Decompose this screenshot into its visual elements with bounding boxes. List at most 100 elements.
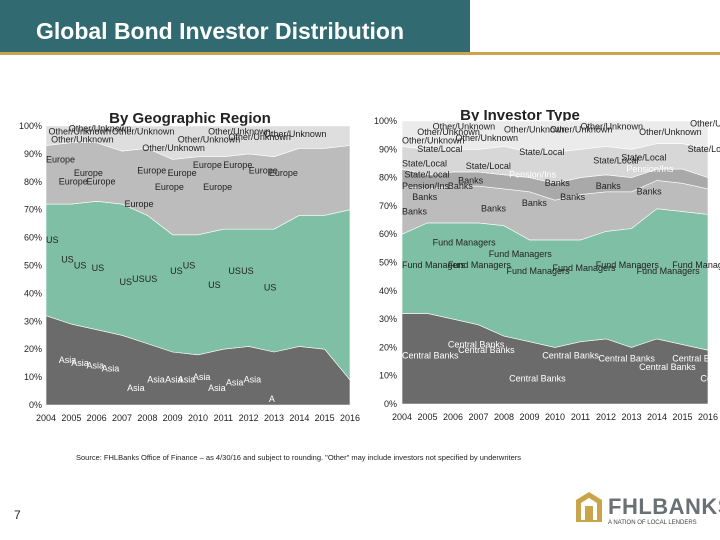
series-label-fund-managers: Fund Managers	[507, 266, 571, 276]
series-label-fund-managers: Fund Managers	[596, 260, 660, 270]
y-tick-label: 90%	[24, 149, 42, 159]
x-tick-label: 2008	[494, 412, 514, 422]
series-label-central-banks: Central Banks	[639, 362, 696, 372]
series-label-europe: Europe	[249, 165, 278, 175]
series-label-us: US	[241, 266, 254, 276]
series-label-other-unknown: Other/Unknown	[417, 127, 480, 137]
series-label-us: US	[264, 283, 277, 293]
series-label-us: US	[132, 274, 145, 284]
page-title: Global Bond Investor Distribution	[36, 18, 404, 44]
y-tick-label: 100%	[374, 116, 397, 126]
x-tick-label: 2007	[112, 413, 132, 423]
series-label-state-local: State/Local	[519, 147, 564, 157]
x-tick-label: 2015	[672, 412, 692, 422]
series-label-other-unknown: Other/Unknow	[690, 119, 720, 129]
area-other-unknown	[45, 125, 351, 160]
series-label-us: US	[145, 274, 158, 284]
x-tick-label: 2009	[163, 413, 183, 423]
y-tick-label: 40%	[24, 288, 42, 298]
series-label-europe: Europe	[269, 168, 298, 178]
series-label-state-local: State/Local	[417, 144, 462, 154]
series-label-central-banks: Central Banks	[458, 345, 515, 355]
series-label-banks: Banks	[458, 175, 484, 185]
x-tick-label: 2014	[647, 412, 667, 422]
x-tick-label: 2006	[443, 412, 463, 422]
series-label-banks: Banks	[637, 187, 663, 197]
series-label-pension-ins: Pension/Ins	[402, 181, 450, 191]
y-tick-label: 90%	[379, 144, 397, 154]
series-label-fund-managers: Fund Managers	[553, 263, 617, 273]
series-label-central-banks: Central Banks	[448, 339, 505, 349]
series-label-other-unknown: Other/Unknown	[504, 124, 567, 134]
series-label-pension-ins: Pension/Ins	[626, 164, 674, 174]
series-label-europe: Europe	[87, 177, 116, 187]
geographic-region-chart: By Geographic RegionOther/UnknownOther/U…	[19, 110, 360, 423]
y-tick-label: 60%	[379, 229, 397, 239]
x-tick-label: 2005	[61, 413, 81, 423]
y-tick-label: 70%	[379, 201, 397, 211]
series-label-other-unknown: Other/Unknown	[112, 126, 175, 136]
x-tick-label: 2004	[392, 412, 412, 422]
series-label-us: US	[120, 277, 133, 287]
y-tick-label: 80%	[379, 173, 397, 183]
x-tick-label: 2014	[289, 413, 309, 423]
series-label-state-local: State/Local	[466, 161, 511, 171]
series-label-europe: Europe	[46, 154, 75, 164]
series-label-banks: Banks	[596, 181, 622, 191]
y-tick-label: 80%	[24, 177, 42, 187]
series-label-banks: Banks	[545, 178, 571, 188]
series-label-state-local: State/Local	[402, 158, 447, 168]
series-label-us: US	[170, 266, 183, 276]
series-label-other-unknown: Other/Unknown	[51, 135, 114, 145]
series-label-asia: Asia	[178, 375, 196, 385]
y-tick-label: 30%	[24, 316, 42, 326]
series-label-state-local: State/Local	[405, 170, 450, 180]
series-label-europe: Europe	[168, 168, 197, 178]
series-label-other-unknown: Other/Unknown	[264, 129, 327, 139]
series-label-asia: Asia	[244, 375, 262, 385]
chart-title: By Geographic Region	[109, 110, 271, 127]
x-tick-label: 2010	[188, 413, 208, 423]
series-label-europe: Europe	[155, 182, 184, 192]
series-label-banks: Banks	[402, 206, 428, 216]
x-tick-label: 2012	[239, 413, 259, 423]
series-label-europe: Europe	[125, 199, 154, 209]
logo-mark-icon	[576, 492, 602, 522]
series-label-asia: Asia	[102, 364, 120, 374]
series-label-other-unknown: Other/Unknown	[402, 136, 465, 146]
series-label-asia: Asia	[147, 375, 165, 385]
title-underline	[0, 52, 720, 55]
y-tick-label: 50%	[24, 261, 42, 271]
series-label-central-banks: Central	[700, 373, 720, 383]
y-tick-label: 10%	[379, 371, 397, 381]
series-label-europe: Europe	[203, 182, 232, 192]
y-tick-label: 70%	[24, 205, 42, 215]
series-label-banks: Banks	[481, 204, 507, 214]
series-label-us: US	[92, 263, 105, 273]
series-label-fund-managers: Fund Managers	[402, 260, 466, 270]
x-tick-label: 2013	[264, 413, 284, 423]
series-label-us: US	[183, 260, 196, 270]
series-label-other-unknown: Other/Unknown	[69, 124, 132, 134]
series-label-europe: Europe	[223, 160, 252, 170]
series-label-asia: Asia	[193, 372, 211, 382]
series-label-other-unknown: Other/Unknown	[433, 122, 496, 132]
series-label-banks: Banks	[522, 198, 548, 208]
series-label-fund-managers: Fund Managers	[637, 266, 701, 276]
series-label-asia: Asia	[226, 378, 244, 388]
x-tick-label: 2005	[417, 412, 437, 422]
series-label-europe: Europe	[59, 177, 88, 187]
source-note: Source: FHLBanks Office of Finance – as …	[76, 453, 522, 462]
y-tick-label: 30%	[379, 314, 397, 324]
series-label-europe: Europe	[193, 160, 222, 170]
y-tick-label: 50%	[379, 258, 397, 268]
series-label-other-unknown: Other/Unknown	[550, 124, 613, 134]
series-label-other-unknown: Other/Unknown	[456, 133, 519, 143]
x-tick-label: 2011	[571, 412, 590, 422]
x-tick-label: 2010	[545, 412, 565, 422]
series-label-other-unknown: Other/Unknown	[208, 126, 271, 136]
series-label-asia: Asia	[87, 361, 105, 371]
series-label-fund-managers: Fund Managers	[433, 238, 497, 248]
title-bar: Global Bond Investor Distribution	[0, 0, 720, 58]
